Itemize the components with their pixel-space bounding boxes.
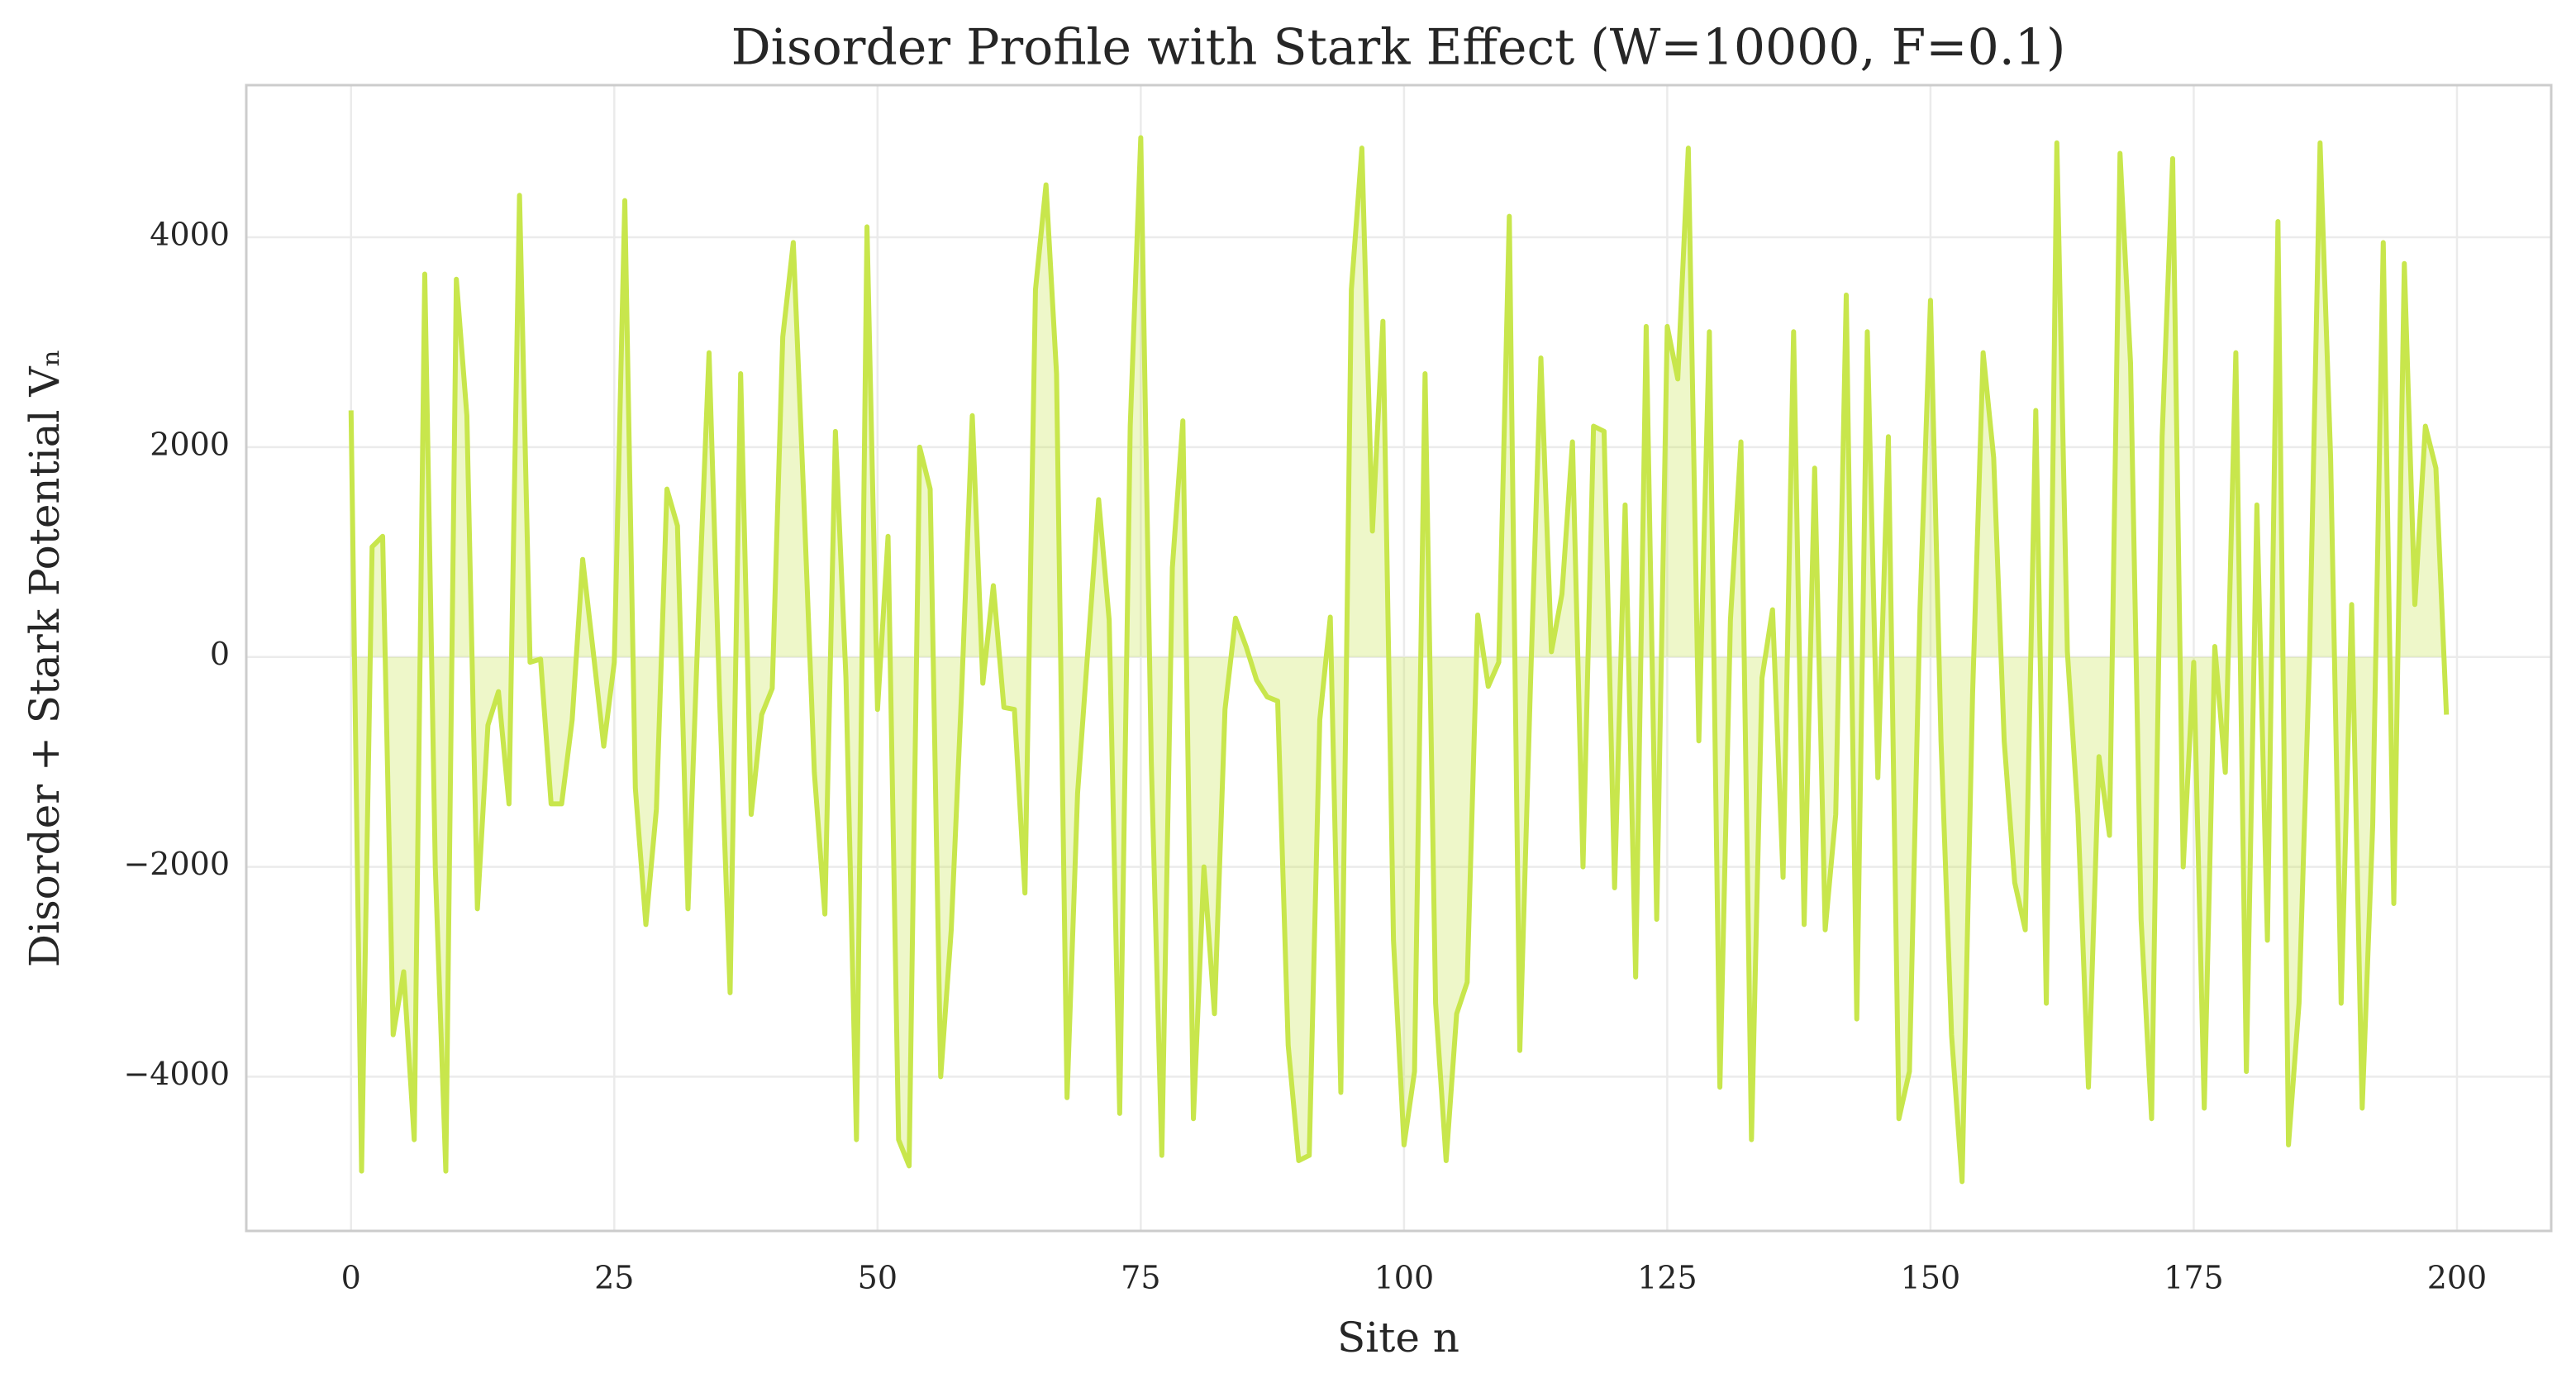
plot-frame: [245, 83, 2553, 1233]
y-tick-label: 4000: [150, 217, 230, 253]
x-tick-label: 200: [2427, 1260, 2488, 1296]
y-tick-label: 0: [210, 636, 230, 672]
x-tick-label: 125: [1637, 1260, 1697, 1296]
y-tick-label: 2000: [150, 426, 230, 462]
area-fill: [350, 137, 2447, 1182]
x-tick-label: 0: [341, 1260, 361, 1296]
x-tick-label: 100: [1374, 1260, 1435, 1296]
x-axis-label: Site n: [1337, 1314, 1459, 1362]
x-tick-label: 25: [594, 1260, 634, 1296]
x-tick-label: 50: [858, 1260, 898, 1296]
y-tick-label: −4000: [123, 1056, 230, 1092]
x-tick-label: 150: [1901, 1260, 1961, 1296]
x-tick-label: 175: [2164, 1260, 2224, 1296]
y-axis-label: Disorder + Stark Potential Vₙ: [21, 349, 69, 967]
data-line: [348, 135, 2450, 1185]
x-tick-label: 75: [1121, 1260, 1160, 1296]
chart-title: Disorder Profile with Stark Effect (W=10…: [731, 19, 2066, 77]
y-tick-label: −2000: [123, 846, 230, 882]
